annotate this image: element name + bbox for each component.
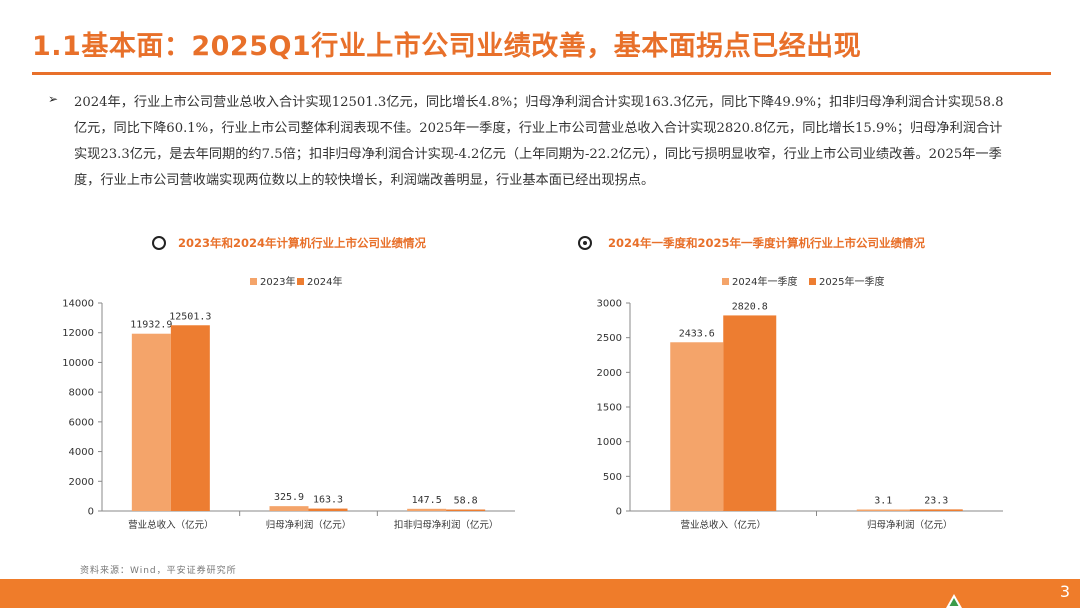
chart2-y-tick-label: 1500 bbox=[597, 403, 622, 414]
chart1-y-tick-label: 14000 bbox=[62, 299, 94, 310]
chart1-bar bbox=[308, 508, 348, 511]
chart2-bar bbox=[670, 342, 724, 511]
chart1-category-label: 营业总收入（亿元） bbox=[128, 519, 214, 531]
chart2-bar bbox=[723, 315, 777, 511]
chart1-y-tick-label: 10000 bbox=[62, 358, 94, 369]
chart2-y-tick-label: 3000 bbox=[597, 299, 622, 310]
slide-title: 1.1基本面：2025Q1行业上市公司业绩改善，基本面拐点已经出现 bbox=[32, 31, 862, 62]
chart2-data-label: 3.1 bbox=[874, 496, 892, 507]
chart1-legend-label: 2024年 bbox=[307, 275, 342, 288]
chart1-data-label: 12501.3 bbox=[169, 311, 211, 322]
chart1-data-label: 163.3 bbox=[313, 495, 343, 506]
chart1-data-label: 58.8 bbox=[454, 496, 478, 507]
chart2-bar bbox=[909, 509, 963, 511]
chart2-data-label: 2820.8 bbox=[732, 301, 768, 312]
chart2-legend-label: 2025年一季度 bbox=[819, 275, 884, 288]
chart2-bar-chart: 2024年一季度 2025年一季度 0 500 1000 1500 2000 2500 3000… bbox=[597, 275, 1003, 531]
chart1-y-tick-label: 4000 bbox=[69, 447, 94, 458]
chart2-y-tick-label: 2000 bbox=[597, 368, 622, 379]
chart2-y-tick-label: 2500 bbox=[597, 333, 622, 344]
page-number: 3 bbox=[1059, 582, 1070, 601]
chart1-data-label: 147.5 bbox=[412, 495, 442, 506]
chart1-legend-swatch bbox=[250, 278, 257, 285]
chart1-bar bbox=[407, 508, 447, 511]
chart2-bar bbox=[856, 509, 910, 511]
summary-paragraph: 2024年，行业上市公司营业总收入合计实现12501.3亿元，同比增长4.8%；… bbox=[74, 95, 1004, 188]
chart1-radio-icon[interactable] bbox=[152, 236, 166, 250]
source-note: 资料来源：Wind，平安证券研究所 bbox=[80, 566, 237, 576]
chart2-legend-swatch bbox=[809, 278, 816, 285]
chart2-legend-swatch bbox=[722, 278, 729, 285]
chart2-data-label: 2433.6 bbox=[679, 328, 715, 339]
chart1-y-tick-label: 8000 bbox=[69, 388, 94, 399]
chart2-legend-label: 2024年一季度 bbox=[732, 275, 797, 288]
pingan-logo-icon bbox=[946, 594, 962, 608]
chart1-y-tick-label: 2000 bbox=[69, 477, 94, 488]
footer-bar bbox=[0, 579, 1080, 608]
chart1-category-label: 归母净利润（亿元） bbox=[266, 519, 352, 531]
bullet-arrow-icon: ➢ bbox=[48, 92, 59, 106]
chart1-bar bbox=[269, 506, 309, 511]
chart1-y-tick-label: 0 bbox=[88, 507, 94, 518]
chart1-legend-swatch bbox=[297, 278, 304, 285]
chart2-radio-selected-icon[interactable] bbox=[578, 236, 592, 250]
chart1-bar-chart: 2023年 2024年 0 2000 4000 6000 8000 10000 12000 140… bbox=[62, 275, 515, 531]
chart1-category-label: 扣非归母净利润（亿元） bbox=[394, 519, 499, 531]
chart2-category-label: 营业总收入（亿元） bbox=[680, 519, 766, 531]
chart1-data-label: 11932.9 bbox=[130, 320, 172, 331]
chart2-category-label: 归母净利润（亿元） bbox=[867, 519, 953, 531]
chart1-title: 2023年和2024年计算机行业上市公司业绩情况 bbox=[178, 236, 427, 250]
chart1-legend-label: 2023年 bbox=[260, 275, 295, 288]
chart1-bar bbox=[446, 509, 486, 511]
chart1-y-tick-label: 12000 bbox=[62, 328, 94, 339]
title-divider bbox=[32, 72, 1051, 75]
chart2-y-tick-label: 500 bbox=[603, 472, 622, 483]
chart1-bar bbox=[131, 333, 171, 511]
chart2-y-tick-label: 1000 bbox=[597, 437, 622, 448]
chart1-bar bbox=[170, 325, 210, 511]
chart1-data-label: 325.9 bbox=[274, 492, 304, 503]
chart2-y-tick-label: 0 bbox=[616, 507, 622, 518]
chart1-y-tick-label: 6000 bbox=[69, 417, 94, 428]
chart2-title: 2024年一季度和2025年一季度计算机行业上市公司业绩情况 bbox=[608, 236, 926, 250]
chart2-data-label: 23.3 bbox=[924, 495, 948, 506]
